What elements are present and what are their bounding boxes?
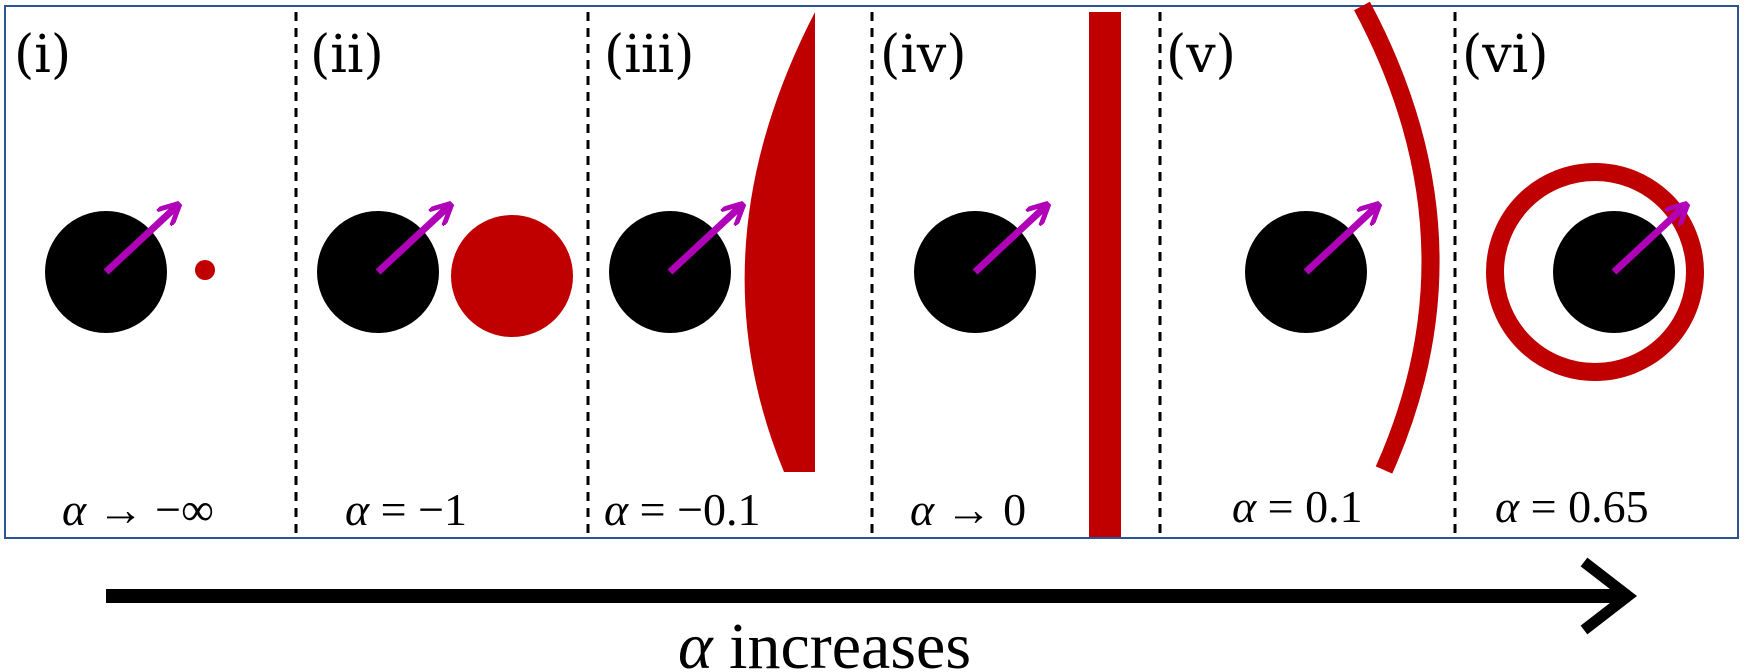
panel-label: (iii) [604,25,694,85]
panel-iv: (iv) α → 0 [880,12,1121,537]
spin-arrow [103,206,177,275]
spin-arrow [1611,206,1685,275]
alpha-value: α = −0.1 [604,484,761,535]
panel-label: (ii) [310,25,384,85]
axis-label: α increases [678,610,971,672]
alpha-value: α = 0.65 [1495,481,1649,532]
alpha-value: α → −∞ [62,484,214,535]
panel-label: (i) [14,25,71,85]
spin-arrow [375,206,449,275]
spin-arrow [1303,206,1377,275]
panel-label: (vi) [1462,25,1549,85]
spin-arrow [972,206,1046,275]
panel-frame [4,5,1739,539]
panel-label: (iv) [880,25,967,85]
panel-vi: (vi) α = 0.65 [1462,25,1704,532]
alpha-value: α → 0 [910,484,1026,535]
bar-shape [1089,12,1121,537]
spin-arrow [667,206,741,275]
panel-v: (v) α = 0.1 [1166,1,1440,532]
panel-label: (v) [1166,25,1236,85]
panel-iii: (iii) α = −0.1 [604,12,815,535]
panel-i: (i) α → −∞ [14,25,215,535]
panel-dividers [294,12,1457,536]
lens-shape [744,12,815,472]
panel-ii: (ii) α = −1 [310,25,573,535]
ring-shape [1486,163,1704,381]
point-shape [195,260,215,280]
alpha-value: α = 0.1 [1232,481,1363,532]
alpha-value: α = −1 [345,484,467,535]
disc-shape [451,215,573,337]
axis-arrow-head [1580,557,1637,635]
alpha-axis: α increases [106,557,1637,672]
arc-shape [1354,1,1440,474]
